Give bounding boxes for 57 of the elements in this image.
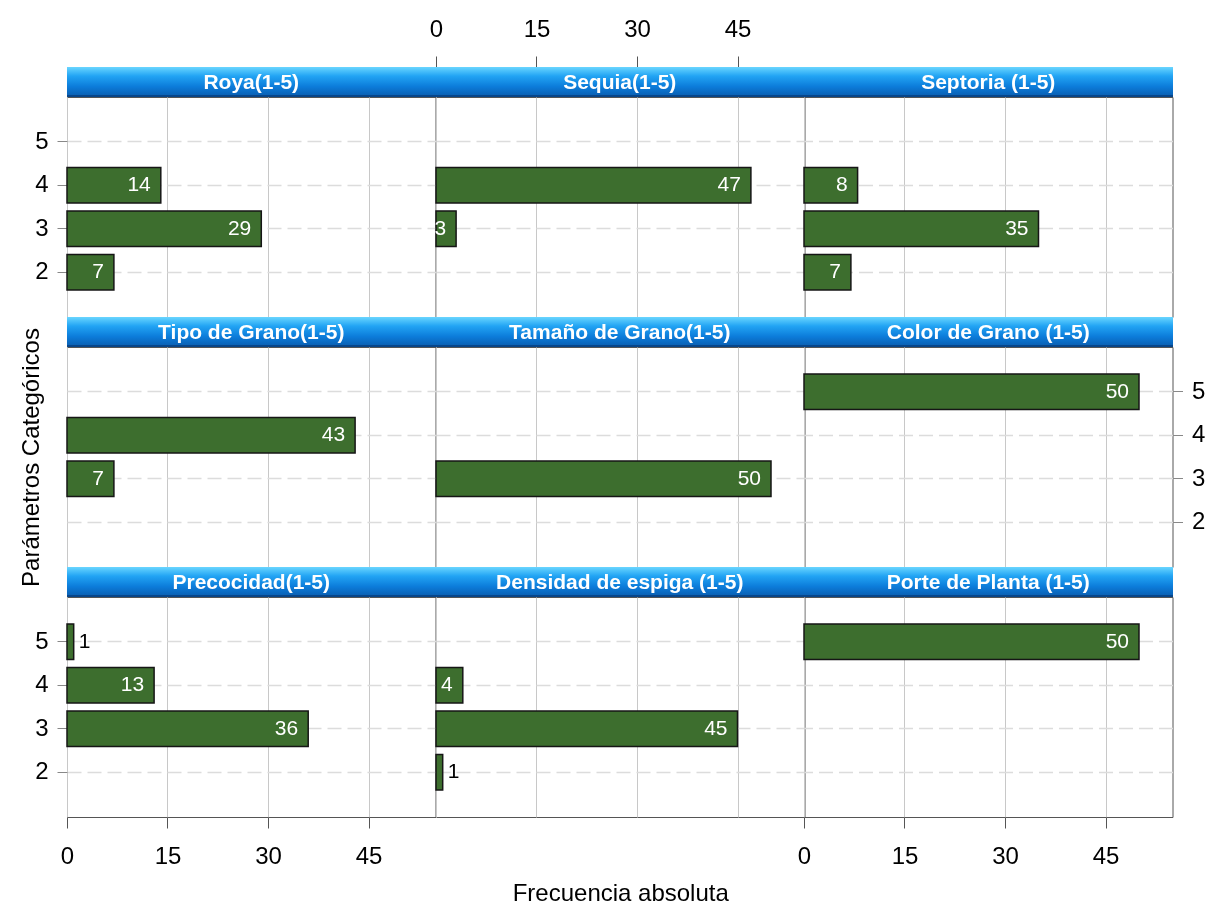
y-tick-label: 4 <box>35 670 49 698</box>
chart-title: Roya(1-5) <box>203 70 300 93</box>
data-label: 7 <box>92 465 104 489</box>
chart-title: Sequia(1-5) <box>563 70 677 93</box>
y-tick-label: 4 <box>35 170 49 198</box>
data-label: 7 <box>829 259 841 283</box>
x-tick-label: 45 <box>1092 841 1120 869</box>
x-tick-label: 15 <box>523 14 550 42</box>
y-tick-label: 5 <box>35 126 49 154</box>
y-tick-label: 3 <box>35 213 49 241</box>
chart-title: Porte de Planta (1-5) <box>886 570 1090 593</box>
data-label: 45 <box>703 715 727 739</box>
bar <box>66 710 309 748</box>
chart-title: Color de Grano (1-5) <box>886 320 1090 343</box>
data-label: 50 <box>737 465 761 489</box>
y-tick-label: 5 <box>35 626 49 654</box>
chart-title: Precocidad(1-5) <box>172 570 331 593</box>
data-label: 3 <box>433 215 446 239</box>
bar <box>66 623 75 661</box>
data-label: 29 <box>227 215 252 239</box>
x-tick-label: 45 <box>355 841 383 869</box>
x-tick-label: 0 <box>60 841 75 869</box>
data-label: 13 <box>120 672 145 696</box>
x-tick-label: 0 <box>797 841 812 869</box>
y-tick-label: 2 <box>1192 507 1206 535</box>
data-label: 50 <box>1105 378 1129 402</box>
data-label: 4 <box>440 672 453 696</box>
bar <box>66 666 155 704</box>
x-tick-label: 45 <box>724 14 751 42</box>
y-axis-title: Parámetros Categóricos <box>16 328 44 587</box>
data-label: 35 <box>1005 215 1029 239</box>
data-label: 50 <box>1105 628 1129 652</box>
x-tick-label: 30 <box>255 841 282 869</box>
x-tick-label: 15 <box>154 841 182 869</box>
chart-title: Tipo de Grano(1-5) <box>158 320 345 343</box>
data-label: 7 <box>92 259 104 283</box>
x-tick-label: 30 <box>992 841 1019 869</box>
data-label: 8 <box>835 172 848 196</box>
chart-title: Septoria (1-5) <box>921 70 1056 93</box>
x-tick-label: 0 <box>429 14 443 42</box>
chart-title: Tamaño de Grano(1-5) <box>509 320 731 343</box>
y-tick-label: 3 <box>1192 463 1206 491</box>
y-tick-label: 5 <box>1192 376 1206 404</box>
y-tick-label: 3 <box>35 713 49 741</box>
data-label: 47 <box>717 172 741 196</box>
x-axis-title: Frecuencia absoluta <box>512 878 729 906</box>
x-tick-label: 15 <box>891 841 919 869</box>
data-label: 14 <box>127 172 152 196</box>
data-label: 43 <box>321 422 346 446</box>
y-tick-label: 2 <box>35 257 49 285</box>
chart-title: Densidad de espiga (1-5) <box>496 570 744 593</box>
data-label: 36 <box>274 715 299 739</box>
x-tick-label: 30 <box>623 14 651 42</box>
data-label: 1 <box>447 759 459 783</box>
data-label: 1 <box>78 628 91 652</box>
y-tick-label: 4 <box>1192 420 1206 448</box>
y-tick-label: 2 <box>35 757 49 785</box>
